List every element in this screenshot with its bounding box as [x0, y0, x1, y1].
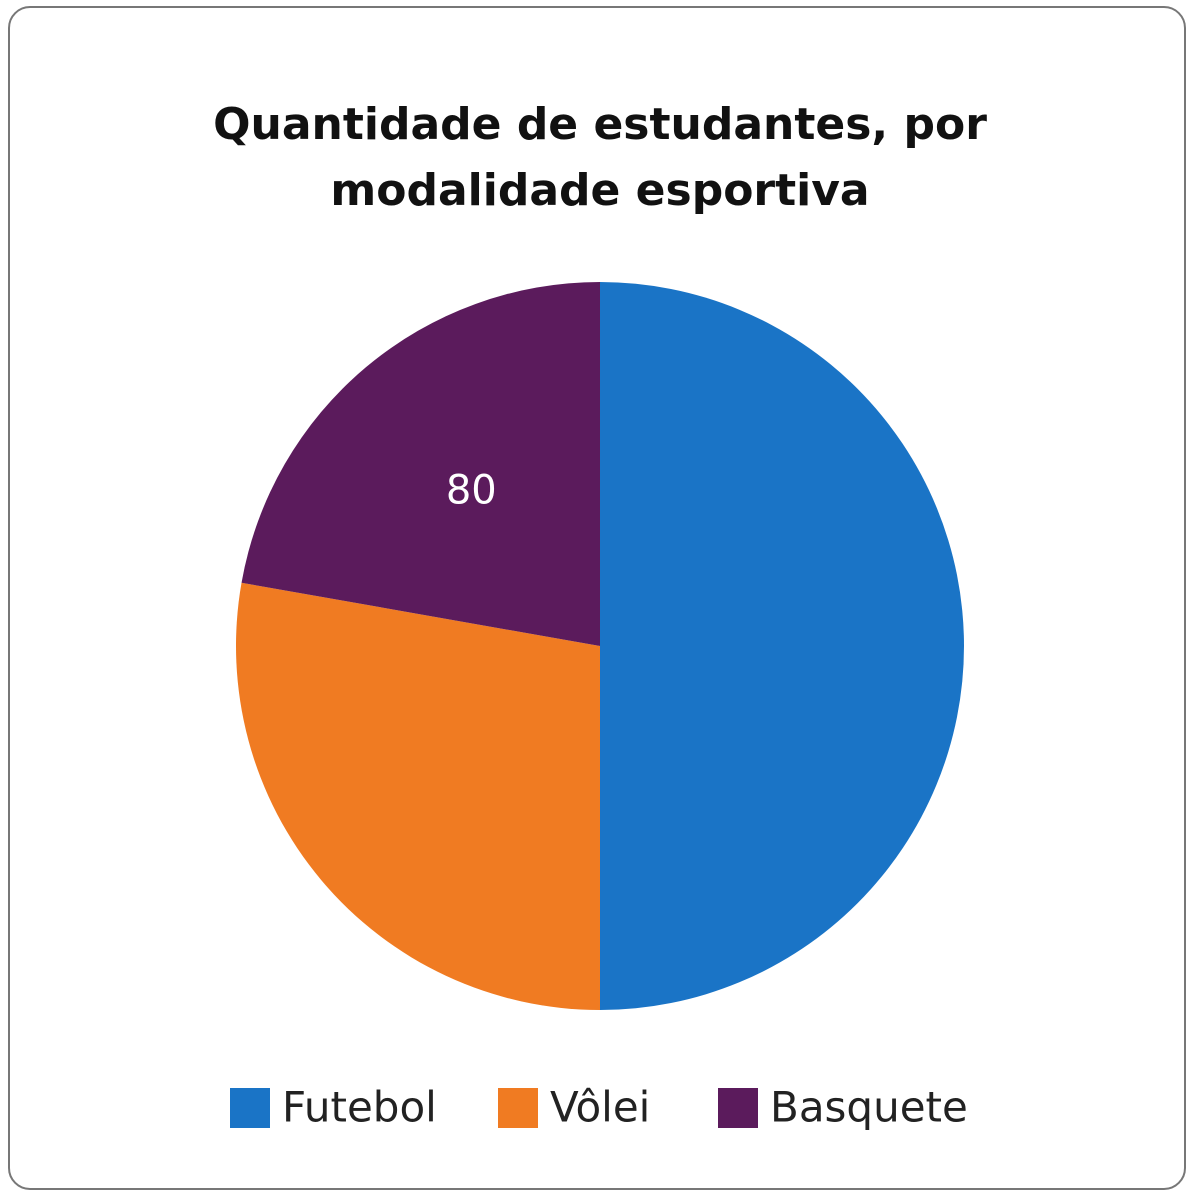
pie-slice: [235, 582, 600, 1010]
chart-title: Quantidade de estudantes, por modalidade…: [213, 99, 987, 216]
legend-swatch: [498, 1088, 538, 1128]
legend-swatch: [718, 1088, 758, 1128]
pie-slice: [241, 282, 601, 646]
legend-swatch: [230, 1088, 270, 1128]
legend-label: Vôlei: [550, 1083, 650, 1132]
chart-frame: [8, 6, 1186, 1190]
legend-label: Futebol: [282, 1083, 437, 1132]
pie-slice: [600, 282, 964, 1010]
legend-label: Basquete: [770, 1083, 968, 1132]
data-label: 80: [446, 468, 497, 514]
